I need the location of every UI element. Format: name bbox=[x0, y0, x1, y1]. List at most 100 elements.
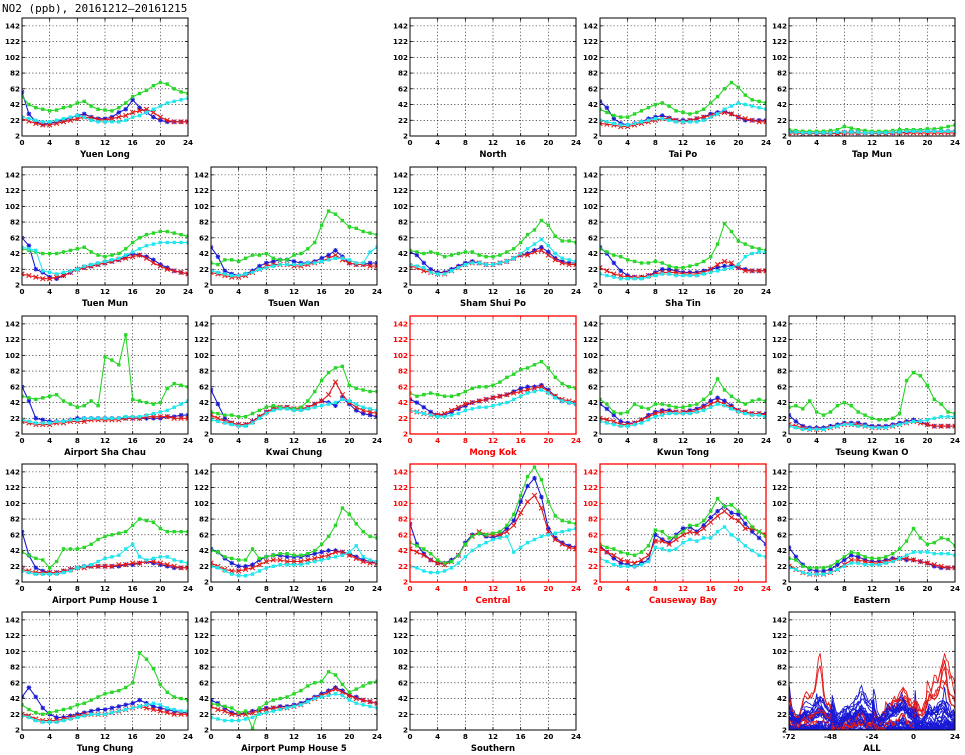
data-point-cyan bbox=[75, 267, 80, 271]
data-point-green bbox=[660, 529, 664, 534]
data-point-green bbox=[764, 534, 766, 539]
data-point-cyan bbox=[47, 421, 52, 425]
x-tick-label: 20 bbox=[733, 138, 743, 147]
y-tick-label: 22 bbox=[588, 562, 598, 571]
data-point-cyan bbox=[477, 405, 481, 409]
data-point-cyan bbox=[567, 400, 571, 405]
data-point-green bbox=[158, 400, 163, 405]
data-point-green bbox=[354, 522, 358, 526]
plot-area bbox=[789, 526, 955, 577]
y-tick-label: 62 bbox=[10, 382, 20, 391]
data-point-cyan bbox=[863, 131, 867, 135]
x-tick-label: 8 bbox=[463, 436, 468, 445]
data-point-green bbox=[953, 411, 955, 416]
figure-title: NO2 (ppb), 20161212–20161215 bbox=[2, 2, 187, 15]
data-point-cyan bbox=[532, 389, 537, 394]
data-point-green bbox=[429, 250, 433, 254]
data-point-cyan bbox=[410, 262, 412, 267]
series-line-green bbox=[22, 518, 188, 569]
data-point-cyan bbox=[124, 707, 128, 712]
data-point-cyan bbox=[137, 555, 142, 559]
data-point-red bbox=[910, 557, 917, 563]
y-tick-label: 22 bbox=[777, 116, 787, 125]
x-tick-label: 0 bbox=[597, 287, 602, 296]
data-point-cyan bbox=[299, 703, 303, 707]
data-point-cyan bbox=[808, 427, 812, 431]
data-point-cyan bbox=[368, 558, 372, 562]
data-point-green bbox=[124, 247, 128, 251]
data-point-cyan bbox=[41, 269, 45, 273]
x-tick-label: 12 bbox=[867, 138, 877, 147]
y-tick-label: 42 bbox=[10, 694, 20, 703]
data-point-cyan bbox=[456, 411, 461, 416]
data-point-red bbox=[178, 269, 184, 276]
data-point-red bbox=[524, 252, 531, 258]
data-point-green bbox=[897, 411, 902, 416]
data-point-green bbox=[660, 261, 664, 265]
x-tick-label: 8 bbox=[463, 138, 468, 147]
y-tick-label: 142 bbox=[393, 170, 408, 179]
data-point-cyan bbox=[375, 706, 377, 710]
data-point-red bbox=[511, 390, 517, 396]
data-point-cyan bbox=[110, 120, 114, 124]
data-point-green bbox=[870, 556, 874, 561]
data-point-cyan bbox=[354, 261, 358, 265]
data-point-green bbox=[814, 410, 819, 414]
data-point-cyan bbox=[946, 129, 950, 133]
data-point-cyan bbox=[757, 553, 761, 557]
data-point-cyan bbox=[600, 419, 602, 424]
x-tick-label: 4 bbox=[435, 436, 440, 445]
station-label: Kwun Tong bbox=[657, 448, 709, 458]
data-point-cyan bbox=[313, 696, 317, 701]
x-tick-label: 4 bbox=[435, 584, 440, 593]
y-tick-label: 42 bbox=[398, 546, 408, 555]
data-point-red bbox=[164, 266, 170, 272]
data-point-green bbox=[435, 251, 440, 256]
data-point-green bbox=[667, 264, 671, 268]
data-point-red bbox=[714, 261, 721, 268]
station-label: Southern bbox=[471, 744, 515, 754]
data-point-cyan bbox=[750, 548, 754, 553]
data-point-green bbox=[243, 414, 248, 419]
data-point-cyan bbox=[789, 424, 791, 428]
x-tick-label: 20 bbox=[922, 584, 932, 593]
y-tick-label: 2 bbox=[782, 132, 787, 141]
data-point-cyan bbox=[257, 712, 262, 716]
data-point-red bbox=[332, 549, 339, 555]
data-point-cyan bbox=[422, 265, 426, 270]
x-tick-label: 24 bbox=[571, 138, 581, 147]
data-point-red bbox=[157, 560, 164, 566]
data-point-red bbox=[952, 565, 955, 571]
data-point-green bbox=[600, 247, 602, 251]
x-tick-label: 16 bbox=[317, 732, 327, 741]
x-tick-label: 24 bbox=[183, 732, 193, 741]
data-point-cyan bbox=[619, 424, 623, 428]
data-point-cyan bbox=[722, 525, 727, 529]
data-point-green bbox=[442, 561, 447, 565]
data-point-red bbox=[517, 388, 524, 395]
data-point-green bbox=[103, 355, 107, 359]
data-point-green bbox=[223, 704, 227, 709]
y-tick-label: 2 bbox=[593, 430, 598, 439]
data-point-blue bbox=[504, 526, 510, 531]
data-point-red bbox=[497, 393, 503, 399]
x-tick-label: 20 bbox=[155, 287, 165, 296]
data-point-cyan bbox=[918, 419, 923, 424]
x-tick-label: 24 bbox=[571, 436, 581, 445]
y-tick-label: 2 bbox=[403, 578, 408, 587]
data-point-red bbox=[360, 558, 366, 565]
data-point-green bbox=[546, 366, 551, 370]
x-tick-label: 16 bbox=[706, 138, 716, 147]
x-tick-label: 8 bbox=[75, 732, 80, 741]
data-point-green bbox=[925, 383, 930, 387]
data-point-cyan bbox=[736, 537, 741, 542]
x-tick-label: 4 bbox=[435, 138, 440, 147]
data-point-green bbox=[110, 109, 114, 113]
y-tick-label: 22 bbox=[199, 414, 209, 423]
y-tick-label: 42 bbox=[199, 398, 209, 407]
data-point-blue bbox=[326, 548, 331, 553]
data-point-cyan bbox=[553, 396, 557, 400]
data-point-cyan bbox=[715, 269, 720, 273]
y-tick-label: 102 bbox=[583, 53, 598, 62]
